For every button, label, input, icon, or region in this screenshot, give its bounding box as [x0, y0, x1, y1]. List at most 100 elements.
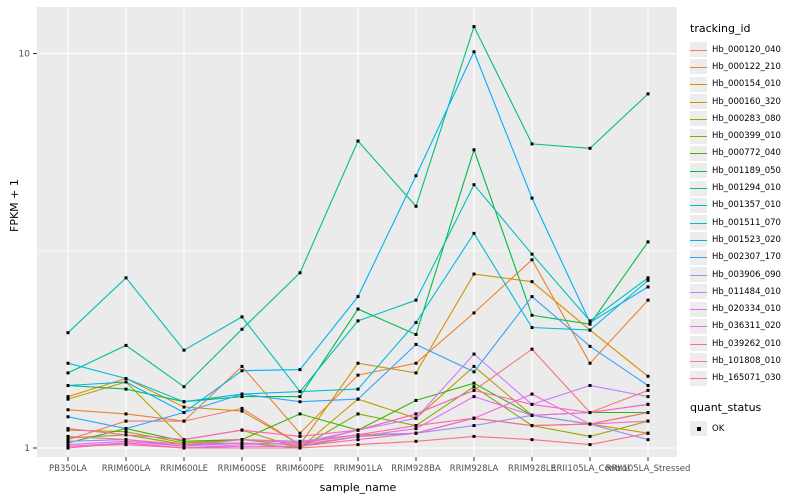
data-point — [588, 146, 592, 150]
legend-item-label: Hb_000160_320 — [712, 96, 781, 107]
data-point — [298, 446, 302, 450]
data-point — [124, 343, 128, 347]
legend-key-line-swatch — [690, 370, 707, 386]
data-point — [356, 443, 360, 447]
data-point — [182, 443, 186, 447]
data-point — [646, 384, 650, 388]
data-point — [124, 377, 128, 381]
data-point — [646, 278, 650, 282]
data-point — [646, 438, 650, 442]
data-point — [356, 428, 360, 432]
data-point — [414, 398, 418, 402]
legend-item-label: Hb_001511_070 — [712, 217, 781, 228]
data-point — [472, 352, 476, 356]
legend-item-Hb_001189_050: Hb_001189_050 — [690, 162, 800, 179]
data-point — [182, 438, 186, 442]
data-point — [182, 441, 186, 445]
legend-item-label: Hb_001189_050 — [712, 165, 781, 176]
data-point — [356, 361, 360, 365]
data-point — [356, 438, 360, 442]
x-tick-label: RRIM928LA — [450, 464, 499, 474]
data-points — [66, 25, 650, 450]
data-point — [66, 384, 70, 388]
data-point — [124, 412, 128, 416]
data-point — [530, 196, 534, 200]
data-point — [472, 50, 476, 54]
legend: tracking_id Hb_000120_040 Hb_000122_210 Hb… — [690, 22, 800, 437]
line-swatch-icon — [690, 274, 707, 276]
legend-item-label: Hb_001357_010 — [712, 200, 781, 211]
legend-item-quant-OK: OK — [690, 420, 800, 437]
legend-key-line-swatch — [690, 301, 707, 317]
legend-item-Hb_001523_020: Hb_001523_020 — [690, 231, 800, 248]
data-point — [66, 395, 70, 399]
data-point — [298, 412, 302, 416]
data-point — [588, 434, 592, 438]
data-point — [588, 411, 592, 415]
legend-item-label: Hb_000399_010 — [712, 131, 781, 142]
legend-item-label: Hb_101808_010 — [712, 355, 781, 366]
data-point — [414, 427, 418, 431]
data-point — [646, 240, 650, 244]
data-point — [240, 444, 244, 448]
line-swatch-icon — [690, 101, 707, 103]
data-point — [66, 444, 70, 448]
data-point — [588, 361, 592, 365]
data-point — [240, 438, 244, 442]
legend-item-Hb_000122_210: Hb_000122_210 — [690, 58, 800, 75]
data-point — [646, 276, 650, 280]
data-point — [124, 419, 128, 423]
data-point — [588, 322, 592, 326]
data-point — [588, 344, 592, 348]
legend-item-Hb_002307_170: Hb_002307_170 — [690, 249, 800, 266]
data-point — [472, 311, 476, 315]
data-point — [414, 332, 418, 336]
legend-key-line-swatch — [690, 197, 707, 213]
data-point — [530, 413, 534, 417]
data-point — [356, 397, 360, 401]
legend-item-label: OK — [712, 423, 725, 434]
data-point — [414, 412, 418, 416]
line-swatch-icon — [690, 188, 707, 190]
data-point — [182, 411, 186, 415]
data-point — [530, 258, 534, 262]
data-point — [124, 427, 128, 431]
line-swatch-icon — [690, 205, 707, 207]
data-point — [414, 342, 418, 346]
data-point — [472, 416, 476, 420]
data-point — [124, 430, 128, 434]
legend-item-label: Hb_036311_020 — [712, 321, 781, 332]
data-point — [472, 25, 476, 29]
data-point — [124, 439, 128, 443]
data-point — [66, 361, 70, 365]
data-point — [588, 319, 592, 323]
line-swatch-icon — [690, 66, 707, 68]
legend-key-line-swatch — [690, 249, 707, 265]
data-point — [298, 368, 302, 372]
legend-key-line-swatch — [690, 163, 707, 179]
data-point — [66, 415, 70, 419]
legend-title-tracking-id: tracking_id — [690, 22, 751, 35]
legend-key-line-swatch — [690, 232, 707, 248]
legend-item-label: Hb_001294_010 — [712, 183, 781, 194]
data-point — [66, 446, 70, 450]
x-tick-label: RRIM928BA — [391, 464, 441, 474]
data-point — [356, 307, 360, 311]
data-point — [530, 347, 534, 351]
data-point — [646, 374, 650, 378]
data-point — [646, 402, 650, 406]
legend-item-Hb_039262_010: Hb_039262_010 — [690, 335, 800, 352]
line-swatch-icon — [690, 343, 707, 345]
data-point — [240, 446, 244, 450]
data-point — [356, 139, 360, 143]
legend-key-line-swatch — [690, 336, 707, 352]
data-point — [472, 424, 476, 428]
data-point — [414, 424, 418, 428]
line-swatch-icon — [690, 84, 707, 86]
data-point — [240, 392, 244, 396]
data-point — [356, 319, 360, 323]
data-point — [124, 433, 128, 437]
data-point — [124, 441, 128, 445]
data-point — [182, 444, 186, 448]
legend-item-label: Hb_002307_170 — [712, 252, 781, 263]
